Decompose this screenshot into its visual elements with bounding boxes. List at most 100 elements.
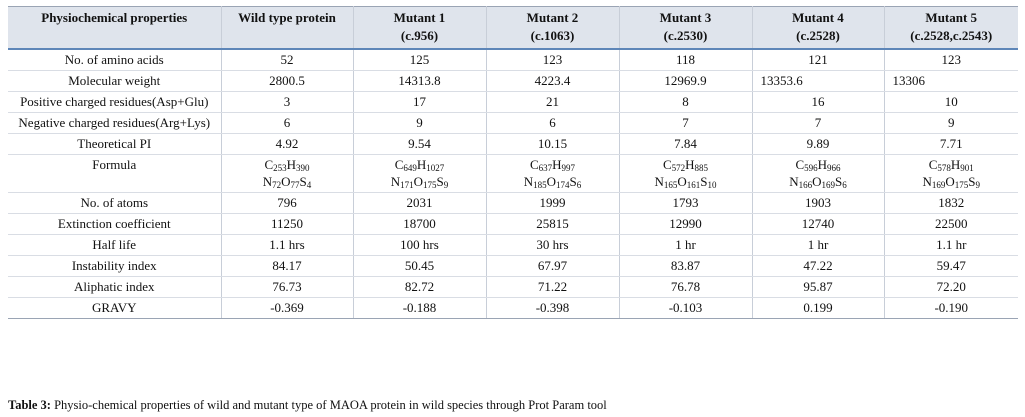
- value-cell: 22500: [884, 213, 1018, 235]
- element-symbol: C: [264, 157, 274, 172]
- element-count: 175: [423, 180, 437, 190]
- column-header: Mutant 4 (c.2528): [752, 6, 885, 49]
- value-cell: 9.54: [353, 133, 487, 155]
- table-row: No. of atoms 796 2031 1999 1793 1903 1832: [8, 192, 1018, 214]
- element-symbol: S: [835, 174, 843, 189]
- value-cell: 25815: [486, 213, 620, 235]
- element-count: 253: [273, 163, 287, 173]
- element-symbol: C: [662, 157, 672, 172]
- element-symbol: C: [795, 157, 805, 172]
- table-body: No. of amino acids 52 125 123 118 121 123 Molec…: [8, 49, 1018, 319]
- element-symbol: N: [789, 174, 799, 189]
- column-header-subtitle: (c.2528): [796, 28, 840, 43]
- value-cell: 1903: [752, 192, 885, 214]
- element-count: 10: [707, 180, 717, 190]
- column-header-title: Mutant 4: [792, 10, 844, 25]
- element-count: 390: [296, 163, 310, 173]
- element-symbol: S: [569, 174, 577, 189]
- table-row: GRAVY -0.369 -0.188 -0.398 -0.103 0.199 -0.190: [8, 297, 1018, 319]
- value-cell: -0.369: [221, 297, 354, 319]
- element-symbol: S: [700, 174, 708, 189]
- column-header-subtitle: (c.2530): [663, 28, 708, 43]
- table-row: Half life 1.1 hrs 100 hrs 30 hrs 1 hr 1 hr 1.1…: [8, 234, 1018, 256]
- element-symbol: N: [922, 174, 932, 189]
- column-header-subtitle: (c.2528,c.2543): [910, 28, 993, 43]
- column-header: Mutant 3 (c.2530): [619, 6, 753, 49]
- column-header-title: Physiochemical properties: [41, 10, 188, 25]
- value-cell: 7.71: [884, 133, 1018, 155]
- value-cell: 7.84: [619, 133, 753, 155]
- element-symbol: C: [394, 157, 404, 172]
- value-cell: 1.1 hr: [884, 234, 1018, 256]
- element-count: 174: [556, 180, 570, 190]
- column-header: Physiochemical properties: [8, 6, 222, 49]
- element-count: 169: [821, 180, 836, 190]
- value-cell: 14313.8: [353, 70, 487, 92]
- element-count: 166: [798, 180, 813, 190]
- element-symbol: H: [552, 157, 562, 172]
- column-header: Wild type protein: [221, 6, 354, 49]
- value-cell: 125: [353, 49, 487, 71]
- element-count: 9: [443, 180, 449, 190]
- element-count: 169: [931, 180, 946, 190]
- column-header-title: Mutant 2: [526, 10, 579, 25]
- value-cell: 18700: [353, 213, 487, 235]
- element-count: 161: [686, 180, 701, 190]
- column-header-subtitle: (c.1063): [530, 28, 575, 43]
- value-cell: 11250: [221, 213, 354, 235]
- element-count: 578: [937, 163, 951, 173]
- element-symbol: O: [413, 174, 424, 189]
- value-cell: 9: [353, 112, 487, 134]
- table-row: Formula C253H390 N72O77S4 C649H1027 N171O175…: [8, 154, 1018, 193]
- value-cell: 123: [486, 49, 620, 71]
- table-row: Aliphatic index 76.73 82.72 71.22 76.78 95.87…: [8, 276, 1018, 298]
- value-cell: -0.398: [486, 297, 620, 319]
- element-count: 185: [533, 180, 547, 190]
- value-cell: 52: [221, 49, 354, 71]
- element-count: 6: [576, 180, 582, 190]
- value-cell: 6: [486, 112, 620, 134]
- element-count: 77: [290, 180, 300, 190]
- row-label: Negative charged residues(Arg+Lys): [8, 112, 222, 134]
- element-count: 165: [663, 180, 678, 190]
- element-symbol: C: [529, 157, 539, 172]
- element-count: 72: [272, 180, 282, 190]
- column-header-title: Mutant 1: [393, 10, 446, 25]
- table-row: No. of amino acids 52 125 123 118 121 123: [8, 49, 1018, 71]
- element-symbol: S: [436, 174, 444, 189]
- element-symbol: S: [299, 174, 307, 189]
- element-count: 4: [306, 180, 312, 190]
- element-symbol: H: [685, 157, 695, 172]
- column-header-title: Mutant 5: [925, 10, 978, 25]
- value-cell: 1.1 hrs: [221, 234, 354, 256]
- element-symbol: O: [945, 174, 955, 189]
- element-count: 997: [561, 163, 576, 173]
- value-cell: 4.92: [221, 133, 354, 155]
- value-cell: 100 hrs: [353, 234, 487, 256]
- element-symbol: N: [654, 174, 664, 189]
- value-cell: -0.190: [884, 297, 1018, 319]
- caption-label: Table 3:: [8, 398, 51, 412]
- formula-cell: C253H390 N72O77S4: [221, 154, 354, 193]
- row-label: No. of amino acids: [8, 49, 222, 71]
- element-count: 6: [842, 180, 847, 190]
- value-cell: 72.20: [884, 276, 1018, 298]
- element-symbol: O: [281, 174, 291, 189]
- row-label: Aliphatic index: [8, 276, 222, 298]
- value-cell: 4223.4: [486, 70, 620, 92]
- value-cell: 8: [619, 91, 753, 113]
- formula-cell: C572H885 N165O161S10: [619, 154, 753, 193]
- table-row: Theoretical PI 4.92 9.54 10.15 7.84 9.89 7.71: [8, 133, 1018, 155]
- value-cell: 7: [752, 112, 885, 134]
- value-cell: 12969.9: [619, 70, 753, 92]
- value-cell: 47.22: [752, 255, 885, 277]
- value-cell: 9: [884, 112, 1018, 134]
- value-cell: 95.87: [752, 276, 885, 298]
- element-count: 966: [827, 163, 841, 173]
- value-cell: 1 hr: [619, 234, 753, 256]
- value-cell: 1999: [486, 192, 620, 214]
- value-cell: 9.89: [752, 133, 885, 155]
- element-count: 596: [804, 163, 818, 173]
- value-cell: 2800.5: [221, 70, 354, 92]
- value-cell: 30 hrs: [486, 234, 620, 256]
